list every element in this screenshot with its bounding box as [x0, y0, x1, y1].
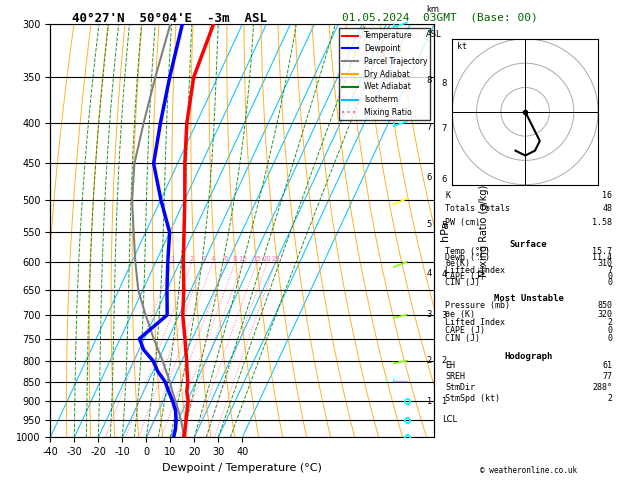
Text: SREH: SREH: [445, 372, 465, 381]
Text: K: K: [445, 191, 450, 200]
Text: 1.58: 1.58: [592, 218, 612, 226]
Text: km: km: [426, 4, 439, 14]
Text: Dewp (°C): Dewp (°C): [445, 253, 490, 262]
Text: 320: 320: [597, 310, 612, 319]
Text: 2: 2: [190, 256, 194, 262]
Text: 61: 61: [602, 361, 612, 370]
Text: StmDir: StmDir: [445, 383, 475, 392]
Text: 2: 2: [607, 394, 612, 403]
Text: 3: 3: [441, 311, 447, 319]
Text: 0: 0: [607, 272, 612, 281]
Text: 8: 8: [441, 79, 447, 87]
Text: θe(K): θe(K): [445, 260, 470, 268]
Text: 15: 15: [252, 256, 261, 262]
Text: θe (K): θe (K): [445, 310, 475, 319]
Text: © weatheronline.co.uk: © weatheronline.co.uk: [480, 466, 577, 475]
Text: 288°: 288°: [592, 383, 612, 392]
Text: 25: 25: [271, 256, 280, 262]
X-axis label: Dewpoint / Temperature (°C): Dewpoint / Temperature (°C): [162, 463, 322, 473]
Text: 5: 5: [441, 222, 447, 230]
Text: 01.05.2024  03GMT  (Base: 00): 01.05.2024 03GMT (Base: 00): [342, 12, 538, 22]
Text: CIN (J): CIN (J): [445, 334, 480, 343]
Text: CAPE (J): CAPE (J): [445, 326, 485, 335]
Text: LCL: LCL: [442, 416, 457, 424]
Text: 77: 77: [602, 372, 612, 381]
Text: 0: 0: [607, 278, 612, 287]
Text: kt: kt: [457, 42, 467, 51]
Text: 8: 8: [426, 76, 431, 86]
Text: 7: 7: [426, 122, 431, 132]
Text: 4: 4: [211, 256, 215, 262]
Text: 1: 1: [426, 397, 431, 405]
Text: 20: 20: [263, 256, 272, 262]
Text: 6: 6: [223, 256, 228, 262]
Text: 4: 4: [426, 269, 431, 278]
Text: 2: 2: [426, 356, 431, 365]
Text: 4: 4: [441, 270, 447, 279]
Text: 3: 3: [426, 310, 431, 319]
Text: Temp (°C): Temp (°C): [445, 247, 490, 256]
Text: Totals Totals: Totals Totals: [445, 204, 510, 213]
Text: 48: 48: [602, 204, 612, 213]
Text: 7: 7: [441, 124, 447, 134]
Text: 10: 10: [238, 256, 247, 262]
Text: 0: 0: [607, 326, 612, 335]
Text: Surface: Surface: [510, 240, 547, 249]
Text: Lifted Index: Lifted Index: [445, 265, 505, 275]
Text: CAPE (J): CAPE (J): [445, 272, 485, 281]
Text: PW (cm): PW (cm): [445, 218, 480, 226]
Text: Hodograph: Hodograph: [504, 352, 553, 362]
Text: 850: 850: [597, 301, 612, 311]
Text: EH: EH: [445, 361, 455, 370]
Legend: Temperature, Dewpoint, Parcel Trajectory, Dry Adiabat, Wet Adiabat, Isotherm, Mi: Temperature, Dewpoint, Parcel Trajectory…: [340, 28, 430, 120]
Text: 11.4: 11.4: [592, 253, 612, 262]
Text: 8: 8: [233, 256, 237, 262]
Text: 6: 6: [441, 174, 447, 184]
Text: Most Unstable: Most Unstable: [494, 294, 564, 303]
Text: 3: 3: [202, 256, 206, 262]
Text: ASL: ASL: [426, 30, 442, 39]
Text: 40°27'N  50°04'E  -3m  ASL: 40°27'N 50°04'E -3m ASL: [72, 12, 267, 25]
Text: 5: 5: [426, 220, 431, 229]
Text: 310: 310: [597, 260, 612, 268]
Text: 6: 6: [426, 173, 431, 182]
Text: 7: 7: [607, 265, 612, 275]
Text: Pressure (mb): Pressure (mb): [445, 301, 510, 311]
Text: Lifted Index: Lifted Index: [445, 318, 505, 327]
Text: 0: 0: [607, 334, 612, 343]
Text: 2: 2: [441, 356, 447, 365]
Text: 16: 16: [602, 191, 612, 200]
Text: CIN (J): CIN (J): [445, 278, 480, 287]
Text: Mixing Ratio (g/kg): Mixing Ratio (g/kg): [479, 185, 489, 277]
Text: StmSpd (kt): StmSpd (kt): [445, 394, 500, 403]
Text: 1: 1: [441, 397, 447, 406]
Text: 2: 2: [607, 318, 612, 327]
Y-axis label: hPa: hPa: [440, 221, 450, 241]
Text: 1: 1: [170, 256, 175, 262]
Text: 15.7: 15.7: [592, 247, 612, 256]
